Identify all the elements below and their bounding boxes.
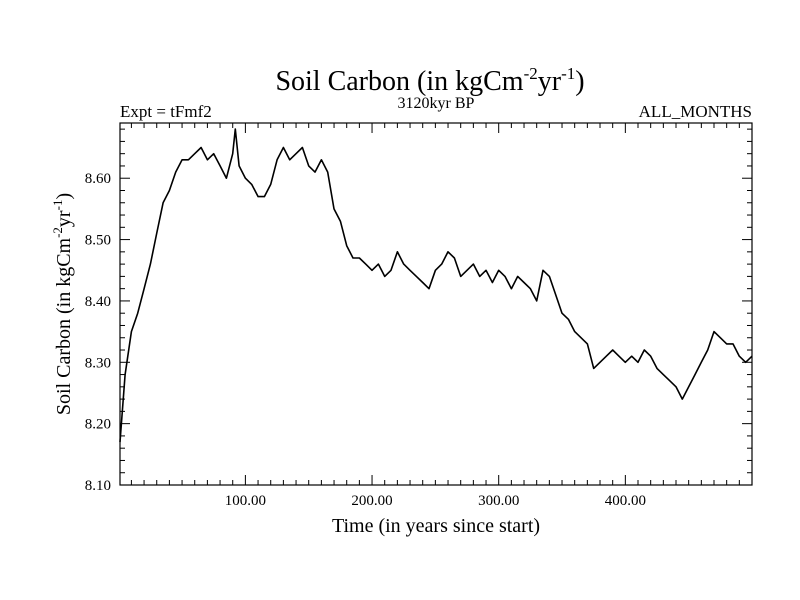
x-axis-tick-labels: 100.00 200.00 300.00 400.00 [225, 493, 646, 509]
y-axis-label: Soil Carbon (in kgCm-2yr-1) [50, 193, 75, 415]
months-label: ALL_MONTHS [639, 102, 752, 121]
experiment-label: Expt = tFmf2 [120, 102, 212, 121]
x-axis-ticks [130, 123, 753, 485]
y-tick-label: 8.30 [85, 355, 111, 371]
y-tick-label: 8.10 [85, 478, 111, 494]
plot-frame [119, 122, 753, 486]
x-tick-label: 300.00 [478, 493, 519, 509]
y-axis-ticks [120, 128, 752, 486]
x-axis-label: Time (in years since start) [332, 515, 540, 537]
y-tick-label: 8.50 [85, 233, 111, 249]
x-tick-label: 200.00 [351, 493, 392, 509]
period-label: 3120kyr BP [398, 95, 475, 112]
x-tick-label: 100.00 [225, 493, 266, 509]
y-tick-label: 8.60 [85, 171, 111, 187]
x-tick-label: 400.00 [605, 493, 646, 509]
series-line-soil-carbon [119, 128, 753, 443]
y-tick-label: 8.20 [85, 417, 111, 433]
chart-title: Soil Carbon (in kgCm-2yr-1) [275, 64, 584, 97]
y-axis-tick-labels: 8.10 8.20 8.30 8.40 8.50 8.60 [85, 171, 111, 494]
y-tick-label: 8.40 [85, 294, 111, 310]
